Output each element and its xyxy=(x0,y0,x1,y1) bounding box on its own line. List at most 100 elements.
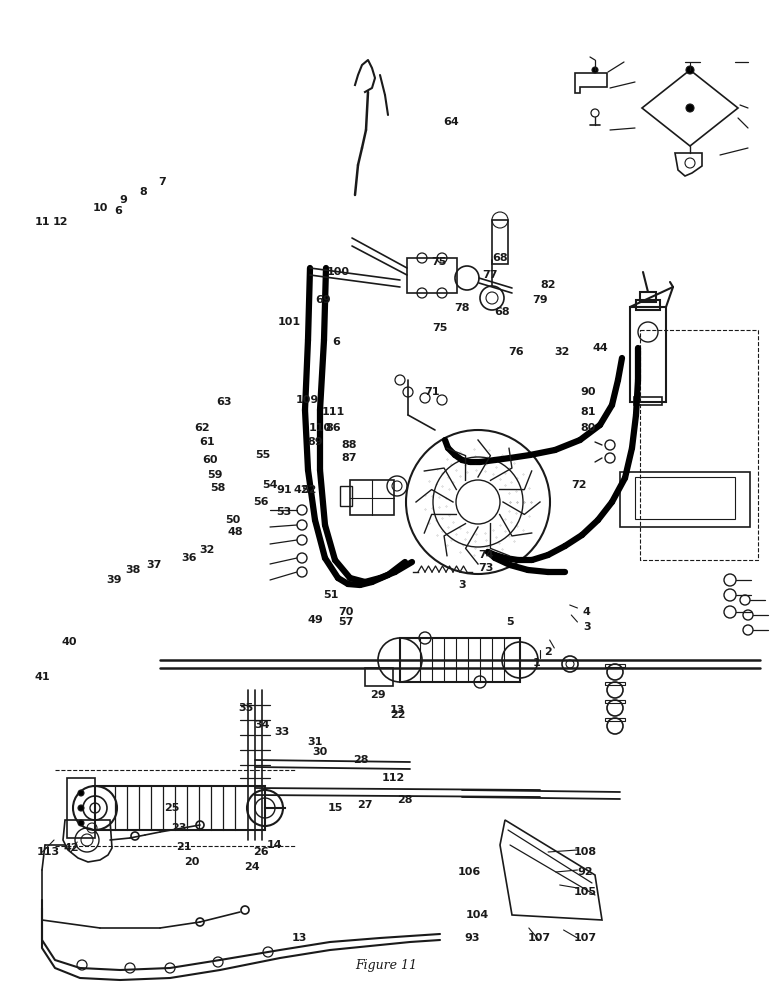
Text: 90: 90 xyxy=(581,387,596,397)
Circle shape xyxy=(686,66,694,74)
Text: 80: 80 xyxy=(581,423,596,433)
Text: 77: 77 xyxy=(482,270,498,280)
Bar xyxy=(67,778,95,838)
Text: 3: 3 xyxy=(458,580,466,590)
Text: 4: 4 xyxy=(583,607,591,617)
Text: 55: 55 xyxy=(255,450,270,460)
Bar xyxy=(350,480,394,515)
Text: 100: 100 xyxy=(327,267,350,277)
Text: 70: 70 xyxy=(338,607,354,617)
Text: 7: 7 xyxy=(158,177,166,187)
Text: 38: 38 xyxy=(125,565,141,575)
Text: 14: 14 xyxy=(266,840,282,850)
Text: 6: 6 xyxy=(114,206,122,216)
Text: 41: 41 xyxy=(35,672,50,682)
Text: 68: 68 xyxy=(494,307,510,317)
Text: 37: 37 xyxy=(147,560,162,570)
Text: 63: 63 xyxy=(216,397,232,407)
Bar xyxy=(492,220,508,264)
Text: 111: 111 xyxy=(322,407,345,417)
Text: 26: 26 xyxy=(253,847,269,857)
Circle shape xyxy=(78,820,84,826)
Text: 30: 30 xyxy=(313,747,328,757)
Text: 32: 32 xyxy=(199,545,215,555)
Text: 75: 75 xyxy=(431,257,446,267)
Text: 56: 56 xyxy=(253,497,269,507)
Text: 107: 107 xyxy=(574,933,597,943)
Text: 8: 8 xyxy=(139,187,147,197)
Text: 6: 6 xyxy=(332,337,340,347)
Circle shape xyxy=(592,67,598,73)
Text: 28: 28 xyxy=(398,795,413,805)
Text: 86: 86 xyxy=(326,423,341,433)
Text: 87: 87 xyxy=(341,453,357,463)
Text: 58: 58 xyxy=(210,483,225,493)
Bar xyxy=(630,307,666,402)
Text: 64: 64 xyxy=(444,117,459,127)
Text: 73: 73 xyxy=(479,563,494,573)
Text: 88: 88 xyxy=(341,440,357,450)
Bar xyxy=(340,486,352,506)
Bar xyxy=(95,786,265,830)
Text: 109: 109 xyxy=(296,395,319,405)
Text: 33: 33 xyxy=(274,727,290,737)
Bar xyxy=(407,258,457,293)
Text: 57: 57 xyxy=(338,617,354,627)
Text: 108: 108 xyxy=(574,847,597,857)
Text: 101: 101 xyxy=(278,317,301,327)
Text: 32: 32 xyxy=(554,347,570,357)
Text: 15: 15 xyxy=(328,803,344,813)
Text: 104: 104 xyxy=(466,910,489,920)
Bar xyxy=(640,292,656,302)
Text: 93: 93 xyxy=(465,933,480,943)
Bar xyxy=(605,682,625,685)
Text: 13: 13 xyxy=(292,933,307,943)
Bar xyxy=(400,638,520,682)
Bar xyxy=(640,330,758,560)
Bar xyxy=(605,718,625,721)
Text: 82: 82 xyxy=(540,280,556,290)
Text: 12: 12 xyxy=(52,217,68,227)
Text: 50: 50 xyxy=(225,515,241,525)
Text: 3: 3 xyxy=(583,622,591,632)
Text: 39: 39 xyxy=(107,575,122,585)
Text: 36: 36 xyxy=(181,553,197,563)
Text: 110: 110 xyxy=(309,423,332,433)
Text: 5: 5 xyxy=(506,617,513,627)
Circle shape xyxy=(78,805,84,811)
Text: 61: 61 xyxy=(199,437,215,447)
Bar xyxy=(634,397,662,405)
Text: 52: 52 xyxy=(301,485,317,495)
Text: 13: 13 xyxy=(390,705,405,715)
Text: 24: 24 xyxy=(244,862,259,872)
Bar xyxy=(636,300,660,310)
Text: 1: 1 xyxy=(533,658,540,668)
Text: 51: 51 xyxy=(323,590,338,600)
Text: 34: 34 xyxy=(255,720,270,730)
Text: 42: 42 xyxy=(63,843,79,853)
Text: 75: 75 xyxy=(432,323,448,333)
Bar xyxy=(365,668,393,686)
Text: 48: 48 xyxy=(228,527,243,537)
Text: 68: 68 xyxy=(493,253,508,263)
Text: 92: 92 xyxy=(577,867,593,877)
Text: 42: 42 xyxy=(293,485,309,495)
Text: 23: 23 xyxy=(171,823,187,833)
Text: 21: 21 xyxy=(176,842,191,852)
Text: 40: 40 xyxy=(62,637,77,647)
Circle shape xyxy=(78,790,84,796)
Text: 71: 71 xyxy=(425,387,440,397)
Text: 53: 53 xyxy=(276,507,292,517)
Text: 107: 107 xyxy=(527,933,550,943)
Text: 20: 20 xyxy=(184,857,199,867)
Text: 113: 113 xyxy=(36,847,59,857)
Text: 28: 28 xyxy=(354,755,369,765)
Text: 78: 78 xyxy=(454,303,469,313)
Text: 29: 29 xyxy=(371,690,386,700)
Text: 54: 54 xyxy=(262,480,278,490)
Text: 72: 72 xyxy=(571,480,587,490)
Text: 106: 106 xyxy=(458,867,481,877)
Text: 81: 81 xyxy=(581,407,596,417)
Text: 9: 9 xyxy=(120,195,127,205)
Text: 49: 49 xyxy=(307,615,323,625)
